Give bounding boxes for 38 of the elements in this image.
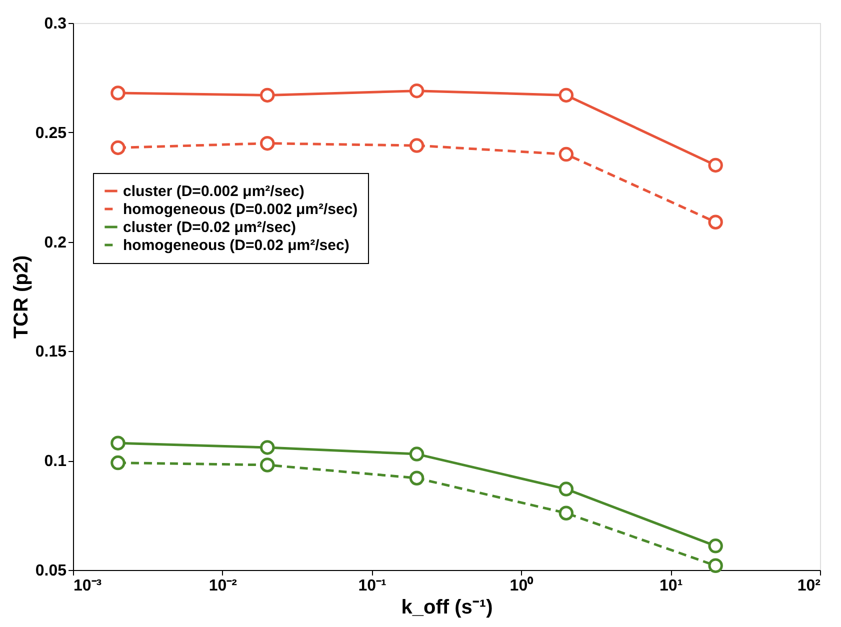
x-tick-label: 10⁰: [510, 576, 534, 594]
y-axis-title: TCR (p2): [10, 255, 32, 339]
point: [110, 140, 126, 156]
point: [260, 88, 275, 103]
point: [409, 446, 424, 462]
point: [708, 558, 723, 573]
point: [708, 214, 723, 230]
point: [110, 86, 126, 100]
x-tick-label: 10⁻¹: [358, 578, 386, 594]
legend-label: cluster (D=0.002 μm²/sec): [123, 183, 304, 200]
y-tick-label: 0.05: [35, 562, 67, 580]
x-axis-title: k_off (s⁻¹): [401, 596, 493, 618]
y-tick-label: 0.25: [35, 124, 67, 142]
y-tick-label: 0.1: [44, 453, 67, 470]
legend-label: cluster (D=0.02 μm²/sec): [123, 219, 296, 236]
point: [409, 138, 424, 153]
point: [110, 455, 126, 470]
legend-label: homogeneous (D=0.02 μm²/sec): [123, 237, 350, 254]
point: [409, 83, 424, 98]
point: [110, 436, 126, 450]
point: [260, 136, 275, 151]
x-tick-label: 10⁻²: [208, 578, 237, 594]
point: [558, 506, 574, 520]
x-tick-label: 10¹: [660, 578, 683, 594]
point: [708, 158, 723, 173]
point: [558, 88, 574, 103]
y-tick-label: 0.2: [44, 234, 67, 252]
y-tick-label: 0.15: [35, 344, 67, 361]
point: [260, 440, 275, 455]
point: [558, 146, 574, 162]
legend-label: homogeneous (D=0.002 μm²/sec): [123, 201, 358, 218]
x-tick-label: 10⁻³: [74, 578, 102, 594]
point: [260, 458, 275, 472]
point: [558, 482, 574, 496]
point: [708, 538, 723, 554]
point: [409, 470, 424, 486]
x-tick-label: 10²: [797, 578, 820, 594]
y-tick-label: 0.3: [44, 16, 67, 32]
